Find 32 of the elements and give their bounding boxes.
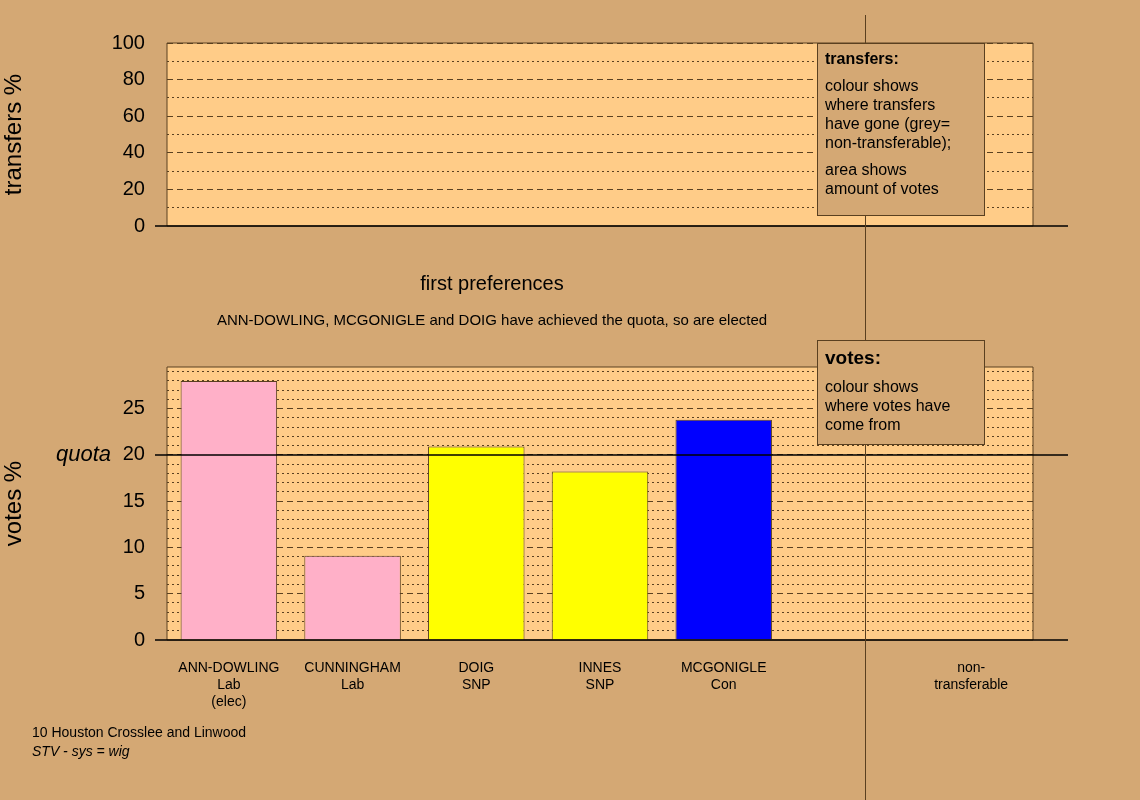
annotation: area shows amount of votes: [825, 160, 940, 198]
x-tick-label: INNES SNP: [578, 659, 622, 693]
y-tick-label: 60: [122, 103, 145, 126]
y-tick-label: 40: [122, 140, 145, 163]
x-tick-label: non- transferable: [934, 659, 1009, 693]
y-axis-title: transfers %: [0, 73, 27, 196]
note-box: votes: colour shows where votes have come from: [817, 340, 985, 445]
y-tick-label: 80: [122, 67, 145, 90]
x-tick-label: CUNNINGHAM Lab: [304, 659, 401, 693]
annotation: votes:: [825, 347, 882, 369]
y-tick-label: 0: [133, 627, 145, 650]
y-tick-label: 5: [133, 581, 145, 604]
annotation: colour shows where transfers have gone (grey= non-transferable);: [825, 76, 953, 152]
y-tick-label: 0: [133, 213, 145, 236]
text: STV - sys = wig: [32, 743, 130, 759]
annotation: transfers:: [825, 50, 900, 68]
y-tick-label: 10: [122, 534, 145, 557]
y-tick-label: 15: [122, 488, 145, 511]
y-tick-label: 20: [122, 176, 145, 199]
ref-line-label: quota: [55, 441, 111, 467]
text: 10 Houston Crosslee and Linwood: [32, 724, 247, 740]
y-axis-title: votes %: [0, 460, 27, 547]
annotation: colour shows where votes have come from: [825, 377, 952, 434]
chart-title: first preferences: [419, 272, 565, 295]
y-tick-label: 20: [122, 442, 145, 465]
note-box: transfers: colour shows where transfers have gone (grey= non-transferable); area shows amount of votes: [817, 43, 985, 216]
chart-subtitle: ANN-DOWLING, MCGONIGLE and DOIG have achieved the quota, so are elected: [215, 311, 769, 328]
x-tick-label: ANN-DOWLING Lab (elec): [178, 659, 280, 709]
x-tick-label: DOIG SNP: [458, 659, 495, 693]
y-tick-label: 25: [122, 396, 145, 419]
x-tick-label: MCGONIGLE Con: [680, 659, 767, 693]
y-tick-label: 100: [111, 30, 145, 53]
